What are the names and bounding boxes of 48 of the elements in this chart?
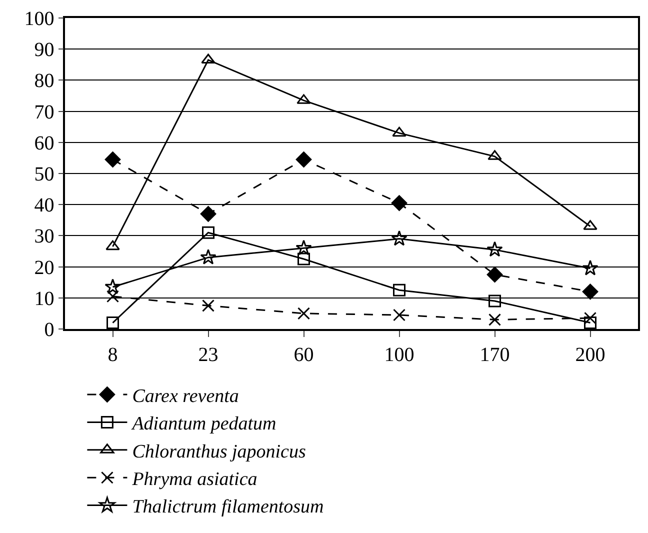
point <box>200 249 216 264</box>
legend-label: Chloranthus japonicus <box>132 441 306 462</box>
point <box>298 307 310 320</box>
point <box>582 284 598 300</box>
point <box>486 241 503 257</box>
y-tick-label: 30 <box>34 226 54 248</box>
point <box>104 152 121 168</box>
point <box>106 240 120 250</box>
point <box>488 313 501 326</box>
x-tick-label: 200 <box>575 344 606 366</box>
x-tick-label: 8 <box>108 344 118 366</box>
point <box>584 316 596 329</box>
legend-label: Phryma asiatica <box>131 469 258 490</box>
x-tick-label: 60 <box>294 344 314 366</box>
point <box>391 195 408 211</box>
point <box>106 316 119 329</box>
y-tick-label: 20 <box>34 256 54 279</box>
y-tick-label: 60 <box>34 132 54 154</box>
point <box>488 294 501 308</box>
legend-label: Adiantum pedatum <box>130 414 276 435</box>
y-tick-label: 0 <box>44 319 54 341</box>
point <box>202 226 214 239</box>
y-tick-label: 100 <box>24 8 54 30</box>
point <box>106 290 119 303</box>
y-tick-label: 90 <box>34 39 54 62</box>
point <box>104 278 121 294</box>
legend-label: Thalictrum filamentosum <box>132 496 324 518</box>
point <box>296 240 312 256</box>
point <box>298 252 310 266</box>
point <box>393 308 406 322</box>
point <box>486 266 503 282</box>
y-tick-label: 70 <box>34 101 54 124</box>
point <box>582 260 598 276</box>
x-tick-label: 170 <box>480 344 510 366</box>
point <box>202 299 214 312</box>
legend-label: Carex reventa <box>132 386 239 407</box>
y-tick-label: 50 <box>34 164 54 186</box>
y-tick-label: 10 <box>34 288 54 310</box>
point <box>584 312 596 324</box>
point <box>391 230 408 246</box>
point <box>296 152 312 168</box>
y-tick-label: 40 <box>34 194 54 217</box>
point <box>200 206 216 222</box>
y-tick-label: 80 <box>34 70 54 92</box>
x-tick-label: 23 <box>198 344 218 366</box>
point <box>392 126 406 137</box>
x-tick-label: 100 <box>384 344 414 366</box>
point <box>393 284 406 296</box>
